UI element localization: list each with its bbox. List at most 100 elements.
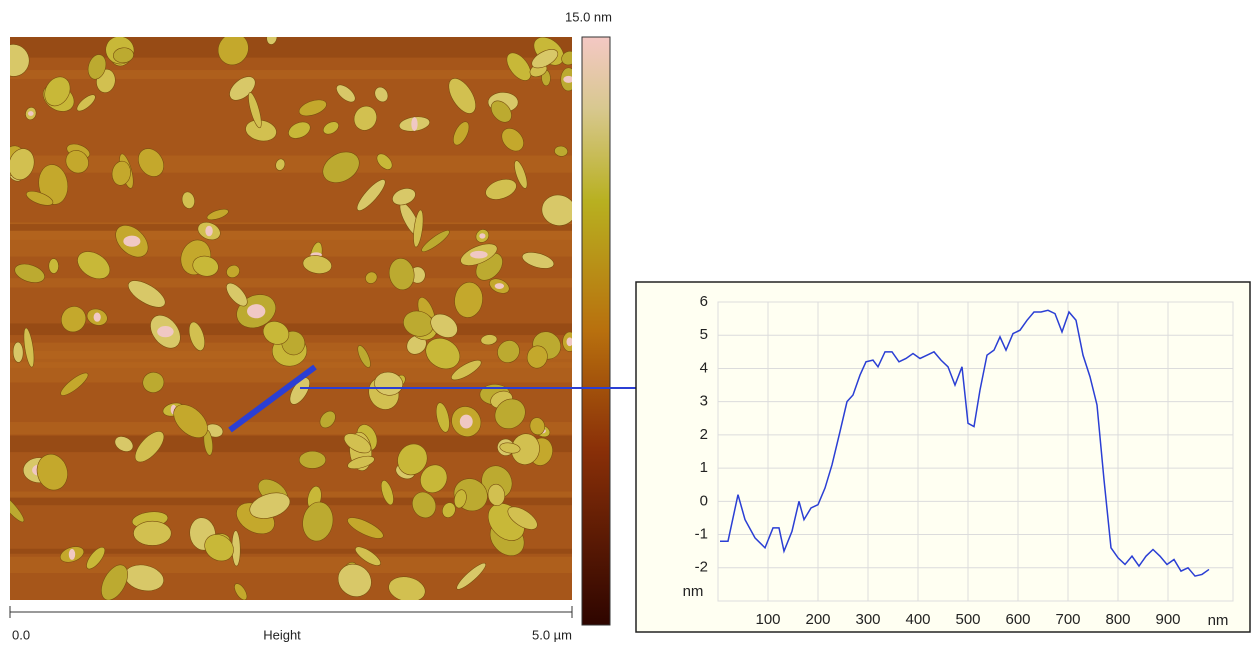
y-tick-label: -2 (695, 559, 708, 576)
afm-particle (456, 562, 487, 590)
afm-particle (561, 50, 572, 66)
afm-particle (347, 455, 375, 470)
afm-particle (521, 251, 555, 269)
afm-particle (87, 54, 107, 80)
afm-particle (374, 371, 404, 396)
afm-particle (485, 178, 517, 200)
afm-particle (497, 340, 520, 363)
afm-particle (10, 492, 25, 523)
afm-particle (541, 194, 572, 226)
afm-particle (529, 417, 546, 436)
afm-stripe (10, 422, 572, 435)
y-tick-label: 6 (700, 293, 708, 310)
afm-particle (127, 280, 166, 308)
afm-peak (470, 250, 488, 259)
afm-particle (113, 47, 134, 64)
afm-particle (319, 410, 336, 429)
afm-particle (365, 271, 378, 284)
afm-peak (205, 225, 213, 237)
afm-peak (479, 233, 486, 239)
afm-particle (262, 320, 290, 345)
afm-particle (411, 491, 437, 519)
afm-particle (343, 433, 372, 454)
afm-particle (206, 208, 229, 221)
colorbar (581, 36, 611, 626)
afm-particle (25, 190, 54, 206)
afm-particle (336, 84, 356, 103)
afm-peak (494, 283, 505, 289)
afm-peak (123, 235, 141, 247)
afm-particle (60, 372, 89, 396)
section-line (228, 364, 317, 433)
afm-particle (234, 583, 248, 600)
afm-particle (397, 443, 428, 476)
afm-particle (298, 99, 327, 117)
afm-particle (48, 258, 59, 274)
afm-peak (68, 548, 76, 560)
afm-particle (12, 341, 24, 363)
afm-peak (411, 117, 418, 131)
afm-particle (526, 345, 548, 369)
afm-particle (249, 492, 291, 519)
afm-particle (355, 546, 381, 566)
afm-particle (374, 86, 389, 103)
afm-stripe (10, 224, 572, 231)
afm-particle (413, 209, 424, 248)
afm-particle (376, 153, 393, 170)
afm-particle (501, 128, 524, 152)
afm-particle (289, 377, 310, 405)
x-tick-label: 700 (1055, 611, 1080, 628)
afm-particle (507, 506, 538, 530)
afm-particle (322, 121, 339, 135)
afm-particle (357, 345, 371, 368)
afm-peak (566, 337, 572, 347)
afm-particle (226, 282, 248, 307)
afm-particle (101, 564, 128, 600)
afm-particle (506, 52, 532, 81)
afm-particle (10, 148, 35, 181)
afm-image (10, 37, 572, 600)
afm-particle (421, 230, 450, 252)
afm-particle (453, 489, 467, 509)
afm-particle (531, 49, 559, 69)
afm-particle (181, 191, 195, 209)
afm-particle (288, 121, 311, 139)
x-tick-label: 500 (955, 611, 980, 628)
colorbar-label: 15.0 nm (565, 9, 612, 24)
afm-particle (392, 188, 416, 206)
afm-particle (204, 534, 234, 562)
x-tick-label: 400 (905, 611, 930, 628)
afm-particle (10, 44, 30, 77)
afm-peak (93, 312, 101, 322)
afm-particle (337, 563, 372, 597)
afm-particle (111, 160, 131, 186)
afm-particle (76, 94, 96, 112)
afm-particle (448, 78, 476, 114)
x-tick-label: 300 (855, 611, 880, 628)
afm-particle (554, 145, 568, 157)
x-tick-label: 200 (805, 611, 830, 628)
afm-particle (302, 501, 334, 542)
scale-title: Height (263, 627, 301, 642)
y-tick-label: 3 (700, 393, 708, 410)
afm-particle (298, 450, 327, 469)
x-tick-label: 600 (1005, 611, 1030, 628)
afm-particle (192, 255, 219, 277)
afm-particle (480, 334, 498, 346)
afm-particle (133, 520, 172, 546)
afm-particle (36, 453, 68, 491)
afm-particle (499, 442, 521, 454)
profile-line (720, 309, 1210, 577)
afm-particle (14, 263, 45, 283)
afm-particle (142, 371, 165, 393)
x-tick-label: 100 (755, 611, 780, 628)
afm-particle (494, 398, 526, 430)
afm-particle (114, 436, 134, 452)
afm-particle (23, 327, 35, 368)
afm-stripe (10, 278, 572, 288)
scale-end: 5.0 µm (532, 627, 572, 642)
afm-peak (157, 326, 174, 338)
afm-particle (217, 37, 249, 66)
